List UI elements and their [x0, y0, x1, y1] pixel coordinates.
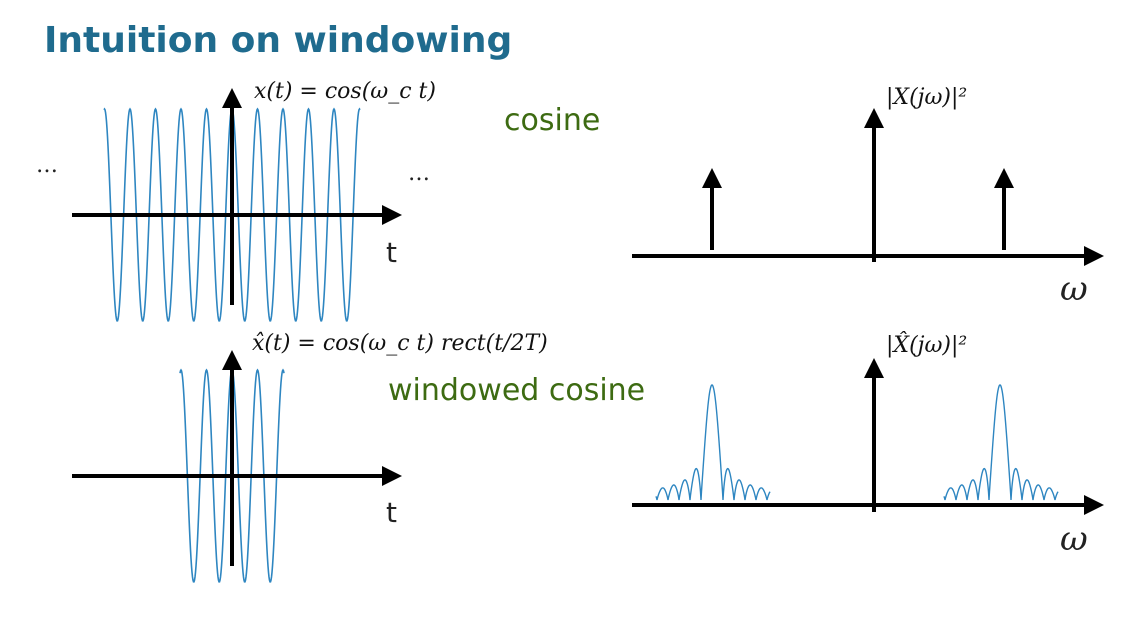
- cosine-time-axis-label: t: [386, 236, 397, 269]
- sinc-lobe-left: [655, 384, 771, 501]
- windowed-time-axis-label: t: [386, 496, 397, 529]
- cosine-time-plot: … … t x(t) = cos(ω_c t): [36, 79, 436, 322]
- cosine-freq-axis-label: ω: [1060, 269, 1088, 309]
- ellipsis-left: …: [36, 153, 58, 178]
- windowed-spectrum-plot: |X̂(jω)|² ω: [632, 332, 1104, 559]
- sinc-lobe-right: [943, 384, 1059, 501]
- cosine-label: cosine: [504, 103, 600, 138]
- windowed-time-plot: t x̂(t) = cos(ω_c t) rect(t/2T): [72, 331, 548, 583]
- cosine-equation: x(t) = cos(ω_c t): [254, 79, 436, 104]
- windowed-freq-axis-label: ω: [1060, 519, 1088, 559]
- cosine-spectrum-equation: |X(jω)|²: [886, 85, 967, 110]
- ellipsis-right: …: [408, 161, 430, 186]
- windowed-cosine-equation: x̂(t) = cos(ω_c t) rect(t/2T): [252, 331, 548, 356]
- windowed-spectrum-equation: |X̂(jω)|²: [886, 332, 967, 358]
- slide-title: Intuition on windowing: [44, 20, 513, 61]
- windowed-cosine-label: windowed cosine: [388, 373, 645, 408]
- cosine-spectrum-plot: |X(jω)|² ω: [632, 85, 1104, 309]
